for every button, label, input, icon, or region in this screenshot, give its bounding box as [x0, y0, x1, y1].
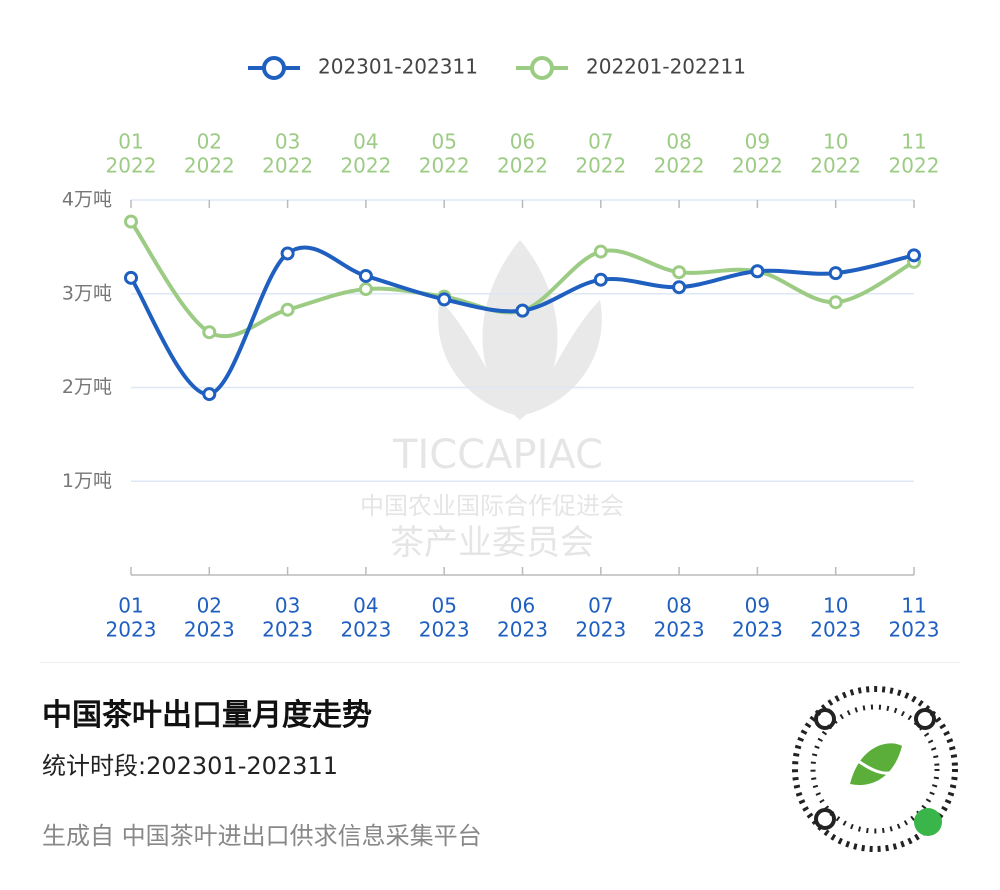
info-panel: 中国茶叶出口量月度走势 统计时段:202301-202311 生成自 中国茶叶进…: [0, 650, 1000, 890]
legend-marker: [262, 56, 286, 80]
y-tick-label: 3万吨: [62, 282, 112, 304]
x2-tick-year: 2022: [184, 154, 235, 178]
chart: TICCAPIAC 中国农业国际合作促进会 茶产业委员会 1万吨 2万吨 3万吨 4万…: [62, 55, 940, 642]
x2-tick-year: 2022: [732, 154, 783, 178]
data-point: [907, 248, 921, 263]
data-point: [202, 325, 217, 340]
data-point: [202, 387, 217, 402]
x2-tick-label: 02: [197, 130, 222, 154]
x2-tick-year: 2022: [654, 154, 705, 178]
watermark: TICCAPIAC 中国农业国际合作促进会 茶产业委员会: [360, 240, 624, 563]
x2-tick-year: 2022: [106, 154, 157, 178]
legend-label: 202301-202311: [318, 55, 478, 79]
qr-ring: [792, 686, 958, 852]
x2-tick-year: 2022: [497, 154, 548, 178]
x-tick-label: 09: [745, 594, 770, 618]
data-point: [750, 264, 765, 279]
x-tick-year: 2023: [732, 618, 783, 642]
legend-label: 202201-202211: [586, 55, 746, 79]
qr-eye: [814, 808, 836, 830]
qr-logo: [854, 757, 901, 775]
data-point: [593, 244, 608, 259]
data-point: [358, 268, 373, 283]
data-point: [280, 246, 295, 261]
x2-tick-year: 2022: [340, 154, 391, 178]
x-tick-year: 2023: [575, 618, 626, 642]
y-tick-label: 2万吨: [62, 376, 112, 398]
x-tick-label: 08: [666, 594, 691, 618]
x-tick-label: 01: [118, 594, 143, 618]
watermark-text: 茶产业委员会: [390, 523, 594, 563]
x2-tick-year: 2022: [889, 154, 940, 178]
x2-tick-label: 09: [745, 130, 770, 154]
qr-badge: [914, 808, 942, 836]
period: 统计时段:202301-202311: [42, 752, 338, 780]
data-point: [828, 295, 843, 310]
data-point: [358, 282, 373, 297]
watermark-leaf: [525, 300, 602, 415]
watermark-text: 中国农业国际合作促进会: [360, 492, 624, 520]
x-tick-year: 2023: [497, 618, 548, 642]
x2-tick-year: 2022: [810, 154, 861, 178]
x-tick-year: 2023: [106, 618, 157, 642]
x-tick-year: 2023: [340, 618, 391, 642]
data-point: [672, 265, 687, 280]
data-point: [437, 292, 452, 307]
data-point: [124, 214, 138, 229]
x-tick-label: 07: [588, 594, 613, 618]
page-title: 中国茶叶出口量月度走势: [42, 698, 372, 733]
x-tick-year: 2023: [654, 618, 705, 642]
x2-tick-label: 11: [901, 130, 926, 154]
divider: [40, 662, 960, 663]
x2-tick-label: 06: [510, 130, 535, 154]
x2-tick-label: 03: [275, 130, 300, 154]
x-tick-year: 2023: [419, 618, 470, 642]
y-tick-label: 4万吨: [62, 189, 112, 211]
x2-tick-label: 10: [823, 130, 848, 154]
x-tick-year: 2023: [889, 618, 940, 642]
x2-tick-label: 05: [431, 130, 456, 154]
x-tick-year: 2023: [184, 618, 235, 642]
x2-tick-label: 08: [666, 130, 691, 154]
x-tick-year: 2023: [262, 618, 313, 642]
data-point: [672, 280, 687, 295]
watermark-text: TICCAPIAC: [392, 432, 603, 478]
legend-marker: [530, 56, 554, 80]
data-point: [593, 272, 608, 287]
source: 生成自 中国茶叶进出口供求信息采集平台: [42, 822, 482, 850]
x-tick-year: 2023: [810, 618, 861, 642]
x2-tick-label: 07: [588, 130, 613, 154]
x-tick-label: 11: [901, 594, 926, 618]
qr-code: [792, 686, 958, 852]
watermark-leaf: [438, 300, 515, 415]
x2-tick-year: 2022: [575, 154, 626, 178]
data-point: [828, 266, 843, 281]
data-point: [280, 302, 295, 317]
y-tick-label: 1万吨: [62, 470, 112, 492]
qr-logo: [850, 743, 902, 785]
qr-eye: [914, 708, 936, 730]
watermark-leaf: [482, 240, 558, 420]
data-point: [515, 303, 530, 318]
x-tick-label: 10: [823, 594, 848, 618]
x-tick-label: 02: [197, 594, 222, 618]
x2-tick-label: 01: [118, 130, 143, 154]
x2-tick-label: 04: [353, 130, 378, 154]
data-point: [124, 270, 138, 285]
x-tick-label: 06: [510, 594, 535, 618]
x-tick-label: 03: [275, 594, 300, 618]
x-tick-label: 04: [353, 594, 378, 618]
x2-tick-year: 2022: [262, 154, 313, 178]
x-tick-label: 05: [431, 594, 456, 618]
x2-tick-year: 2022: [419, 154, 470, 178]
qr-eye: [814, 708, 836, 730]
qr-ring: [810, 704, 940, 834]
